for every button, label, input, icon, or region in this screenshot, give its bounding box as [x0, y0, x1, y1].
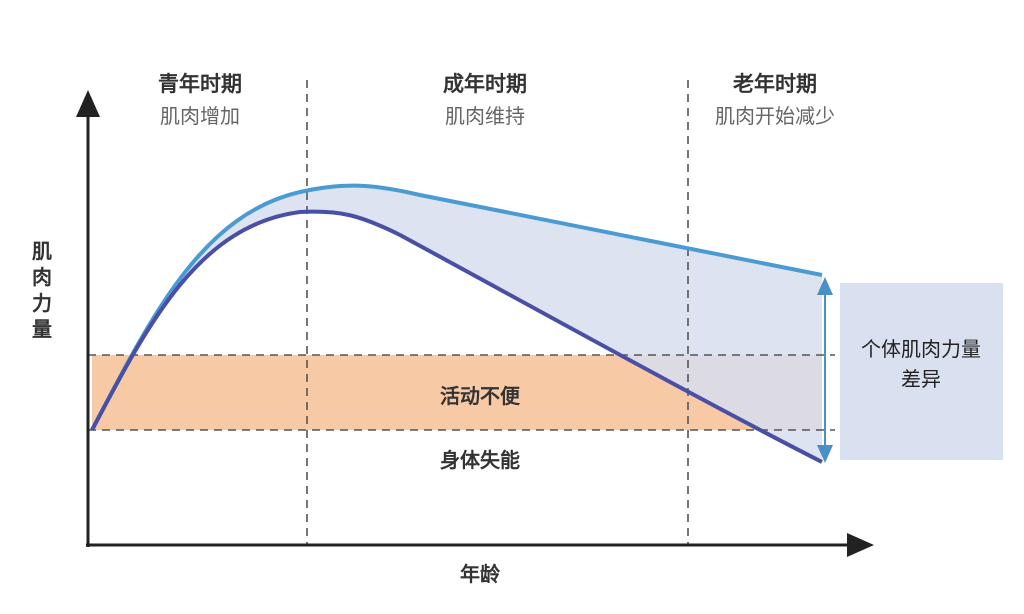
phase-title: 成年时期	[443, 72, 527, 96]
difference-area	[92, 185, 822, 462]
y-axis-label: 肌肉力量	[32, 239, 52, 341]
phase-subtitle: 肌肉维持	[445, 104, 525, 128]
zone-label: 身体失能	[440, 448, 520, 472]
phase-subtitle: 肌肉增加	[160, 104, 240, 128]
phase-title: 老年时期	[733, 72, 817, 96]
lower-curve	[90, 209, 823, 464]
phase-title: 青年时期	[158, 72, 242, 96]
dashed-lines	[88, 80, 835, 545]
annotation-box	[840, 283, 1003, 460]
x-axis-label: 年龄	[460, 562, 500, 586]
zone-label: 活动不便	[440, 384, 520, 408]
phase-subtitle: 肌肉开始减少	[715, 104, 835, 128]
annotation: 个体肌肉力量差异	[861, 337, 981, 391]
